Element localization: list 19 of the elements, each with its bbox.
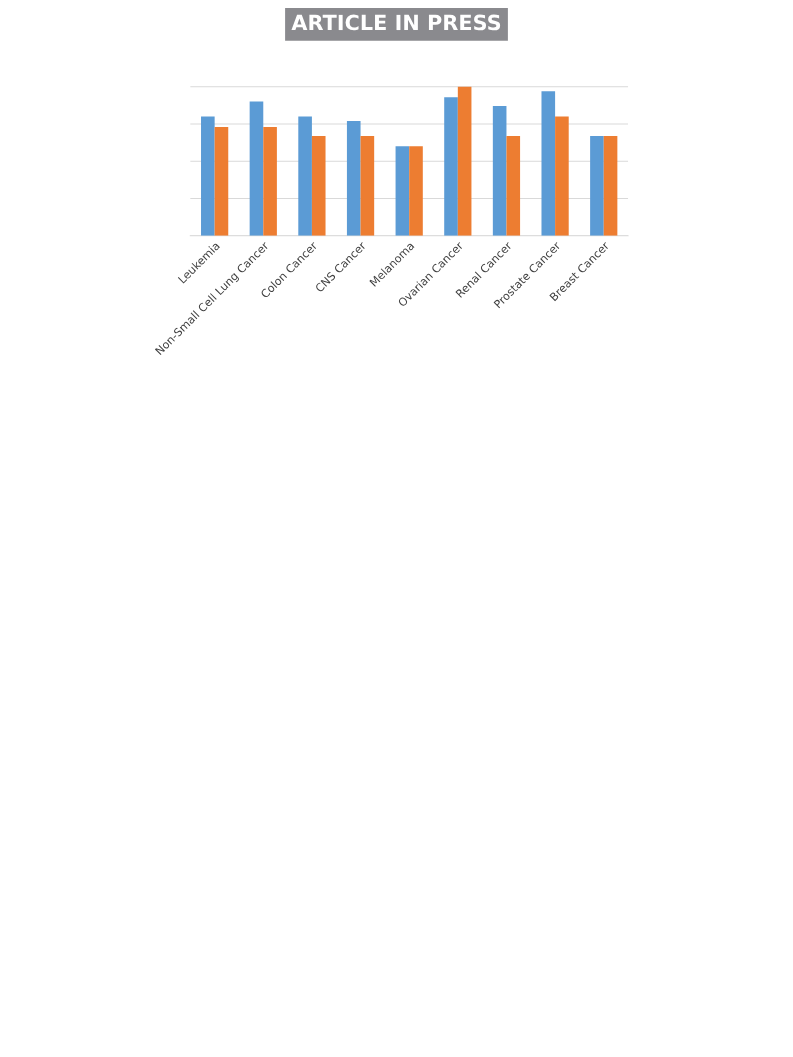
bar: [360, 135, 375, 236]
bar: [311, 135, 326, 236]
bar: [346, 120, 361, 236]
bar: [214, 126, 229, 236]
bar: [457, 86, 472, 236]
bar: [541, 91, 556, 236]
bar: [603, 135, 618, 236]
bar: [555, 116, 569, 236]
bar: [249, 101, 264, 236]
bar: [395, 146, 410, 236]
text: ARTICLE IN PRESS: [291, 14, 501, 31]
bar: [506, 135, 521, 236]
bar: [201, 116, 215, 236]
bar: [409, 146, 423, 236]
bar: [492, 106, 507, 236]
bar: [444, 97, 458, 236]
bar: [298, 116, 312, 236]
bar: [263, 126, 277, 236]
bar: [590, 135, 604, 236]
